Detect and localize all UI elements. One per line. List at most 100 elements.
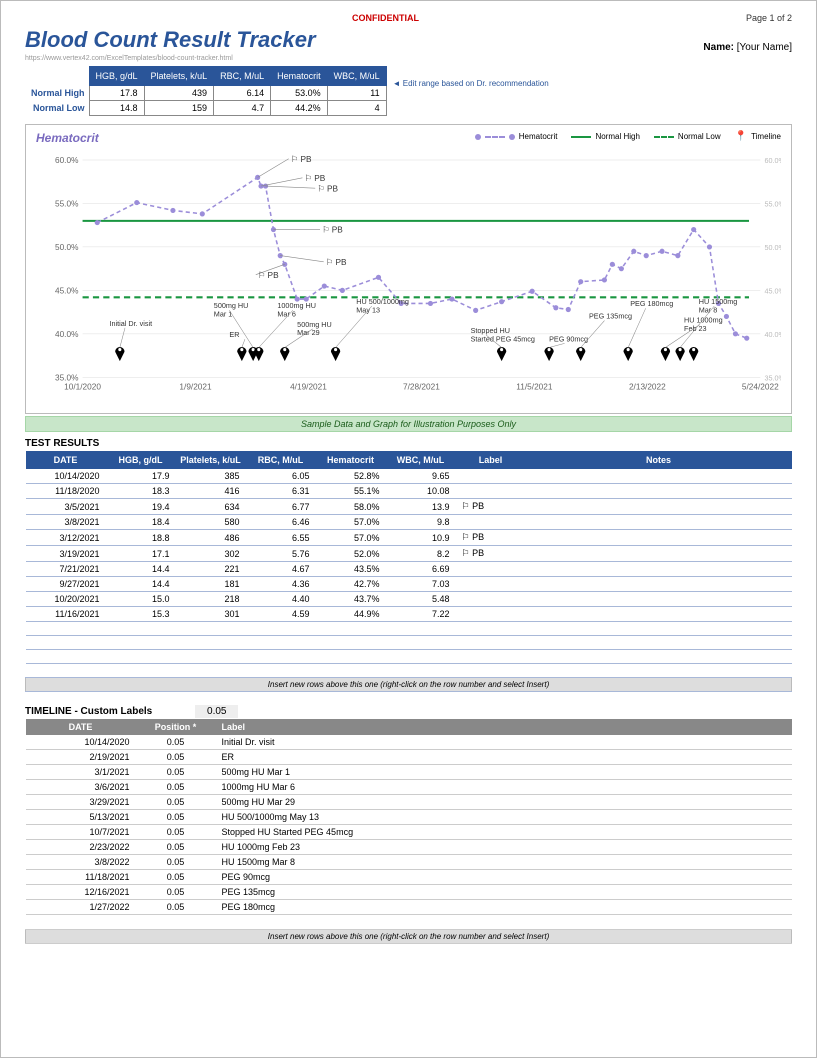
cell[interactable]: 159 <box>144 101 214 116</box>
cell[interactable]: 2/23/2022 <box>26 840 136 855</box>
cell[interactable] <box>246 622 316 636</box>
cell[interactable]: 44.2% <box>271 101 328 116</box>
table-row[interactable]: 11/18/202018.34166.3155.1%10.08 <box>26 484 792 499</box>
table-row[interactable] <box>26 636 792 650</box>
cell[interactable] <box>456 650 526 664</box>
cell[interactable] <box>456 577 526 592</box>
cell[interactable]: Initial Dr. visit <box>216 735 792 750</box>
cell[interactable]: 4.67 <box>246 562 316 577</box>
cell[interactable]: 6.69 <box>386 562 456 577</box>
cell[interactable] <box>26 622 106 636</box>
cell[interactable]: 12/16/2021 <box>26 885 136 900</box>
cell[interactable]: 3/8/2022 <box>26 855 136 870</box>
cell[interactable]: 0.05 <box>136 765 216 780</box>
cell[interactable]: 4.7 <box>214 101 271 116</box>
cell[interactable]: 1000mg HU Mar 6 <box>216 780 792 795</box>
cell[interactable]: 9/27/2021 <box>26 577 106 592</box>
cell[interactable]: 9.8 <box>386 515 456 530</box>
cell[interactable]: 634 <box>176 499 246 515</box>
cell[interactable] <box>456 607 526 622</box>
cell[interactable] <box>456 469 526 484</box>
cell[interactable] <box>456 622 526 636</box>
cell[interactable]: 580 <box>176 515 246 530</box>
table-row[interactable]: 3/8/20220.05HU 1500mg Mar 8 <box>26 855 792 870</box>
cell[interactable]: 3/29/2021 <box>26 795 136 810</box>
cell[interactable] <box>106 650 176 664</box>
cell[interactable]: 6.77 <box>246 499 316 515</box>
table-row[interactable]: 1/27/20220.05PEG 180mcg <box>26 900 792 915</box>
cell[interactable]: ER <box>216 750 792 765</box>
cell[interactable]: 15.3 <box>106 607 176 622</box>
cell[interactable]: 3/6/2021 <box>26 780 136 795</box>
cell[interactable] <box>176 650 246 664</box>
cell[interactable] <box>26 915 136 930</box>
cell[interactable] <box>386 650 456 664</box>
cell[interactable]: 10.08 <box>386 484 456 499</box>
cell[interactable] <box>176 664 246 678</box>
cell[interactable]: 3/19/2021 <box>26 546 106 562</box>
cell[interactable]: 7.22 <box>386 607 456 622</box>
cell[interactable] <box>526 577 792 592</box>
cell[interactable]: 0.05 <box>136 855 216 870</box>
cell[interactable]: 53.0% <box>271 86 328 101</box>
cell[interactable]: PEG 90mcg <box>216 870 792 885</box>
cell[interactable]: 3/1/2021 <box>26 765 136 780</box>
cell[interactable]: 43.5% <box>316 562 386 577</box>
cell[interactable] <box>526 469 792 484</box>
cell[interactable]: 4.40 <box>246 592 316 607</box>
cell[interactable]: 10.9 <box>386 530 456 546</box>
cell[interactable] <box>316 664 386 678</box>
cell[interactable]: 3/8/2021 <box>26 515 106 530</box>
cell[interactable] <box>106 664 176 678</box>
cell[interactable]: 0.05 <box>136 840 216 855</box>
cell[interactable]: 7.03 <box>386 577 456 592</box>
cell[interactable]: 11/18/2020 <box>26 484 106 499</box>
table-row[interactable]: 3/19/202117.13025.7652.0%8.2⚐ PB <box>26 546 792 562</box>
cell[interactable]: 181 <box>176 577 246 592</box>
cell[interactable] <box>526 607 792 622</box>
cell[interactable] <box>456 484 526 499</box>
cell[interactable]: 500mg HU Mar 29 <box>216 795 792 810</box>
cell[interactable] <box>526 664 792 678</box>
cell[interactable] <box>526 546 792 562</box>
cell[interactable]: 18.4 <box>106 515 176 530</box>
cell[interactable]: PEG 180mcg <box>216 900 792 915</box>
table-row[interactable]: 9/27/202114.41814.3642.7%7.03 <box>26 577 792 592</box>
cell[interactable]: 416 <box>176 484 246 499</box>
cell[interactable] <box>246 664 316 678</box>
cell[interactable]: 6.14 <box>214 86 271 101</box>
cell[interactable] <box>526 484 792 499</box>
table-row[interactable]: 10/20/202115.02184.4043.7%5.48 <box>26 592 792 607</box>
cell[interactable]: HU 1500mg Mar 8 <box>216 855 792 870</box>
table-row[interactable]: 3/29/20210.05500mg HU Mar 29 <box>26 795 792 810</box>
cell[interactable] <box>386 622 456 636</box>
cell[interactable]: 17.9 <box>106 469 176 484</box>
cell[interactable]: 0.05 <box>136 885 216 900</box>
cell[interactable]: 0.05 <box>136 795 216 810</box>
cell[interactable]: HU 500/1000mg May 13 <box>216 810 792 825</box>
cell[interactable] <box>526 562 792 577</box>
cell[interactable]: ⚐ PB <box>456 499 526 515</box>
cell[interactable]: 6.05 <box>246 469 316 484</box>
cell[interactable]: 44.9% <box>316 607 386 622</box>
table-row[interactable] <box>26 622 792 636</box>
cell[interactable]: 13.9 <box>386 499 456 515</box>
cell[interactable] <box>246 636 316 650</box>
cell[interactable]: PEG 135mcg <box>216 885 792 900</box>
table-row[interactable]: 10/14/202017.93856.0552.8%9.65 <box>26 469 792 484</box>
cell[interactable] <box>316 650 386 664</box>
cell[interactable] <box>176 622 246 636</box>
cell[interactable]: 0.05 <box>136 780 216 795</box>
cell[interactable]: 52.8% <box>316 469 386 484</box>
cell[interactable]: 14.4 <box>106 562 176 577</box>
cell[interactable]: 500mg HU Mar 1 <box>216 765 792 780</box>
cell[interactable]: 11/18/2021 <box>26 870 136 885</box>
cell[interactable]: HU 1000mg Feb 23 <box>216 840 792 855</box>
cell[interactable]: 0.05 <box>136 900 216 915</box>
cell[interactable] <box>316 622 386 636</box>
cell[interactable] <box>26 650 106 664</box>
table-row[interactable]: 10/14/20200.05Initial Dr. visit <box>26 735 792 750</box>
cell[interactable] <box>526 592 792 607</box>
cell[interactable]: 58.0% <box>316 499 386 515</box>
cell[interactable]: 218 <box>176 592 246 607</box>
